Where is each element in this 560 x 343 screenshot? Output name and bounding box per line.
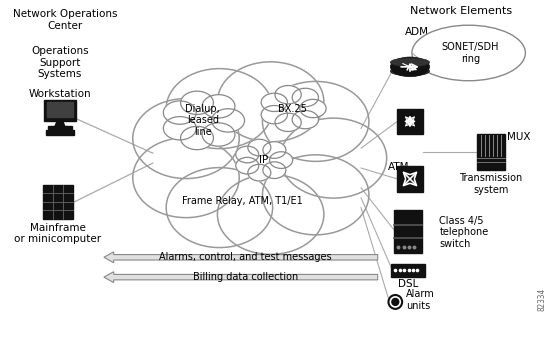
Ellipse shape xyxy=(390,57,430,77)
Ellipse shape xyxy=(173,95,342,222)
Ellipse shape xyxy=(174,99,232,141)
Ellipse shape xyxy=(180,91,213,115)
Ellipse shape xyxy=(263,142,286,158)
Text: Network Elements: Network Elements xyxy=(410,7,512,16)
FancyArrow shape xyxy=(104,252,377,263)
Text: MUX: MUX xyxy=(507,132,530,142)
Circle shape xyxy=(392,298,399,305)
Ellipse shape xyxy=(166,69,273,149)
Text: Operations
Support
Systems: Operations Support Systems xyxy=(31,46,88,79)
Ellipse shape xyxy=(164,101,196,124)
Ellipse shape xyxy=(243,145,284,175)
Ellipse shape xyxy=(263,162,286,178)
Ellipse shape xyxy=(166,168,273,248)
Ellipse shape xyxy=(390,67,430,76)
Ellipse shape xyxy=(300,99,326,118)
Ellipse shape xyxy=(275,85,301,104)
FancyBboxPatch shape xyxy=(43,185,73,218)
Ellipse shape xyxy=(202,95,235,118)
FancyBboxPatch shape xyxy=(391,264,424,277)
FancyBboxPatch shape xyxy=(478,134,505,170)
FancyBboxPatch shape xyxy=(47,102,73,117)
Ellipse shape xyxy=(269,152,292,168)
Ellipse shape xyxy=(180,126,213,150)
Ellipse shape xyxy=(133,138,239,218)
Ellipse shape xyxy=(236,157,259,174)
Ellipse shape xyxy=(248,139,271,156)
Ellipse shape xyxy=(261,106,287,124)
Ellipse shape xyxy=(280,118,387,198)
Text: Frame Relay, ATM, T1/E1: Frame Relay, ATM, T1/E1 xyxy=(183,196,303,206)
Text: ADM: ADM xyxy=(405,27,429,37)
FancyBboxPatch shape xyxy=(46,130,73,135)
Ellipse shape xyxy=(217,62,324,142)
FancyBboxPatch shape xyxy=(397,166,423,192)
Text: 82334: 82334 xyxy=(538,287,547,310)
Text: Network Operations
Center: Network Operations Center xyxy=(12,9,117,31)
Text: DSL: DSL xyxy=(398,279,418,289)
Text: IP: IP xyxy=(259,155,268,165)
Ellipse shape xyxy=(263,155,369,235)
Ellipse shape xyxy=(133,98,239,179)
Ellipse shape xyxy=(275,113,301,131)
Polygon shape xyxy=(48,126,72,129)
Circle shape xyxy=(389,295,402,309)
Text: Dialup,
leased
line: Dialup, leased line xyxy=(185,104,220,137)
Text: BX.25: BX.25 xyxy=(278,104,307,114)
Text: Transmission
system: Transmission system xyxy=(460,173,523,194)
Text: Billing data collection: Billing data collection xyxy=(193,272,298,282)
Ellipse shape xyxy=(292,110,319,129)
Text: SONET/SDH
ring: SONET/SDH ring xyxy=(442,42,500,64)
FancyBboxPatch shape xyxy=(44,99,76,121)
Ellipse shape xyxy=(292,88,319,107)
FancyArrow shape xyxy=(104,272,377,283)
FancyBboxPatch shape xyxy=(394,210,422,253)
Text: Class 4/5
telephone
switch: Class 4/5 telephone switch xyxy=(439,216,488,249)
Ellipse shape xyxy=(248,164,271,181)
Text: Workstation: Workstation xyxy=(29,89,91,99)
Ellipse shape xyxy=(390,58,430,67)
Ellipse shape xyxy=(164,117,196,140)
Ellipse shape xyxy=(212,109,245,132)
Polygon shape xyxy=(55,121,65,126)
Ellipse shape xyxy=(261,93,287,111)
Text: Mainframe
or minicomputer: Mainframe or minicomputer xyxy=(15,223,101,244)
Ellipse shape xyxy=(202,123,235,146)
FancyBboxPatch shape xyxy=(397,108,423,134)
Text: Alarm
units: Alarm units xyxy=(406,289,435,311)
Ellipse shape xyxy=(236,146,259,163)
Text: ATM: ATM xyxy=(388,162,409,172)
Ellipse shape xyxy=(217,174,324,255)
Text: Alarms, control, and test messages: Alarms, control, and test messages xyxy=(160,252,332,262)
Ellipse shape xyxy=(269,92,316,125)
Ellipse shape xyxy=(263,81,369,161)
